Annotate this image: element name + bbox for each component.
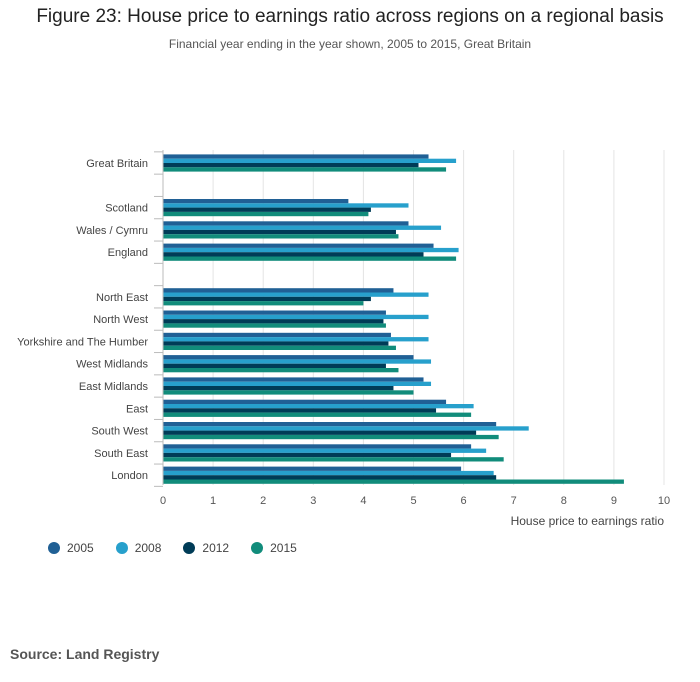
x-tick-label: 10 [658, 495, 670, 507]
bar-2005-east-midlands [163, 377, 424, 382]
bar-2012-north-east [163, 296, 371, 302]
legend: 2005 2008 2012 2015 [48, 541, 297, 555]
bar-2012-scotland [163, 207, 371, 212]
bar-2015-yorkshire-and-the-humber [163, 345, 396, 350]
bar-2008-yorkshire-and-the-humber [163, 337, 429, 342]
bar-chart: 0 1 2 3 4 5 6 7 8 9 10 Great Britain Scotland Wales /… [17, 150, 670, 528]
bar-2012-east-midlands [163, 386, 394, 391]
bar-2015-wales-cymru [163, 234, 399, 239]
bar-2008-london [163, 470, 494, 476]
x-tick-label: 2 [260, 495, 266, 507]
category-label: Scotland [105, 203, 148, 215]
x-axis-title: House price to earnings ratio [511, 514, 665, 528]
bar-2015-north-east [163, 301, 364, 306]
bar-2005-wales-cymru [163, 221, 409, 226]
bar-2008-south-west [163, 426, 529, 431]
bar-2008-east-midlands [163, 381, 432, 386]
bar-2008-west-midlands [163, 359, 432, 364]
bar-2012-south-west [163, 430, 477, 435]
x-tick-label: 6 [461, 495, 467, 507]
bar-2012-london [163, 475, 497, 480]
bar-2015-north-west [163, 323, 386, 328]
legend-item[interactable]: 2005 [48, 541, 94, 555]
category-label: Yorkshire and The Humber [17, 336, 148, 348]
bar-2005-south-east [163, 444, 472, 449]
legend-item[interactable]: 2015 [251, 541, 297, 555]
x-tick-label: 4 [360, 495, 366, 507]
bar-2015-west-midlands [163, 368, 399, 373]
legend-label: 2008 [134, 541, 162, 555]
bar-2015-south-east [163, 457, 504, 462]
bar-2008-wales-cymru [163, 225, 442, 230]
legend-swatch [48, 542, 60, 554]
bar-2005-north-east [163, 288, 394, 293]
bar-2015-scotland [163, 211, 369, 217]
bar-2012-wales-cymru [163, 229, 396, 235]
bar-2008-north-east [163, 292, 429, 297]
bar-2012-west-midlands [163, 363, 386, 368]
x-tick-label: 1 [210, 495, 216, 507]
bar-2008-england [163, 247, 459, 253]
legend-item[interactable]: 2008 [115, 541, 162, 555]
source-note: Source: Land Registry [10, 646, 160, 662]
bar-2005-west-midlands [163, 355, 414, 360]
bar-2005-south-west [163, 422, 497, 427]
legend-swatch [183, 542, 196, 554]
bar-2012-great-britain [163, 163, 419, 168]
chart-subtitle: Financial year ending in the year shown,… [168, 37, 532, 51]
bar-2012-east [163, 408, 437, 413]
bar-2008-south-east [163, 448, 487, 453]
bar-2015-england [163, 256, 457, 261]
category-label: South West [91, 426, 148, 438]
bar-2012-yorkshire-and-the-humber [163, 341, 389, 346]
legend-label: 2005 [67, 541, 94, 555]
x-tick-label: 9 [611, 495, 617, 507]
x-tick-label: 0 [160, 495, 166, 507]
x-tick-label: 8 [561, 495, 567, 507]
axes: 0 1 2 3 4 5 6 7 8 9 10 Great Britain Scotland Wales /… [17, 150, 670, 507]
bar-2015-east [163, 412, 472, 417]
x-tick-label: 7 [511, 495, 517, 507]
x-tick-label: 5 [410, 495, 416, 507]
bar-2012-england [163, 252, 424, 257]
category-label: West Midlands [76, 359, 148, 371]
category-label: East Midlands [79, 381, 149, 393]
bar-2015-great-britain [163, 167, 447, 172]
category-label: London [111, 470, 148, 482]
bar-2005-great-britain [163, 154, 429, 159]
bar-2012-north-west [163, 319, 384, 324]
bar-2005-england [163, 243, 434, 248]
legend-label: 2012 [202, 541, 230, 555]
legend-swatch [251, 542, 264, 554]
category-label: East [126, 403, 148, 415]
bar-2008-east [163, 404, 474, 409]
bar-2015-east-midlands [163, 390, 414, 395]
legend-swatch [115, 542, 128, 554]
bar-2008-scotland [163, 203, 409, 208]
bar-2005-scotland [163, 199, 349, 204]
bar-2005-yorkshire-and-the-humber [163, 332, 391, 338]
bars [163, 154, 624, 484]
legend-label: 2015 [270, 541, 297, 555]
category-label: South East [94, 448, 148, 460]
bar-2012-south-east [163, 452, 452, 458]
bar-2008-great-britain [163, 158, 457, 163]
legend-item[interactable]: 2012 [183, 541, 229, 555]
bar-2005-london [163, 466, 462, 471]
category-label: North East [96, 292, 148, 304]
bar-2005-east [163, 399, 447, 404]
bar-2005-north-west [163, 310, 386, 315]
bar-2015-london [163, 479, 624, 484]
category-label: North West [93, 314, 148, 326]
category-label: Wales / Cymru [76, 225, 148, 237]
chart-title: Figure 23: House price to earnings ratio… [36, 6, 664, 27]
bar-2008-north-west [163, 314, 429, 320]
bar-2015-south-west [163, 434, 499, 440]
x-tick-label: 3 [310, 495, 316, 507]
category-label: Great Britain [86, 158, 148, 170]
category-label: England [108, 247, 148, 259]
